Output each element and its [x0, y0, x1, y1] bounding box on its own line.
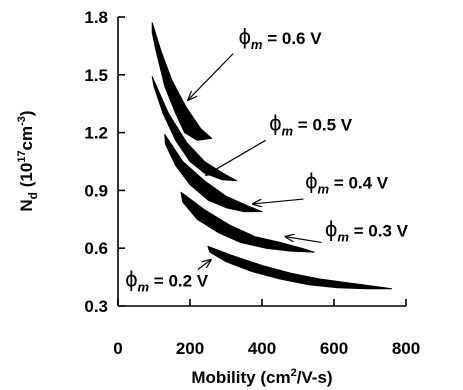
x-tick-label: 200 [176, 339, 204, 358]
annotation-arrow-0 [188, 53, 234, 100]
y-tick-label: 0.6 [84, 239, 108, 258]
x-axis-title: Mobility (cm2/V-s) [191, 367, 332, 387]
band-series-3 [180, 191, 315, 253]
band-series-4 [207, 245, 393, 290]
annotation-arrow-1 [206, 139, 266, 175]
y-axis-title: Nd (1017cm-3) [16, 110, 40, 211]
annotation-arrow-2 [253, 198, 304, 204]
annotations: ϕm = 0.6 V ϕm = 0.5 V ϕm = 0.4 V ϕm = 0.3 V… [125, 24, 408, 295]
x-tick-label: 800 [392, 339, 420, 358]
data-bands [151, 22, 393, 290]
y-tick-label: 0.3 [84, 297, 108, 316]
band-series-2 [164, 134, 263, 213]
x-tick-label: 600 [320, 339, 348, 358]
y-ticks: 0.3 0.6 0.9 1.2 1.5 1.8 [84, 8, 125, 316]
y-tick-label: 0.9 [84, 181, 108, 200]
y-tick-label: 1.5 [84, 66, 108, 85]
x-ticks: 0 200 400 600 800 [113, 299, 420, 358]
annotation-arrow-4 [197, 260, 211, 270]
annotation-label-4: ϕm = 0.2 V [125, 267, 209, 295]
annotation-label-2: ϕm = 0.4 V [305, 168, 389, 196]
band-series-0 [151, 22, 213, 141]
x-tick-label: 400 [248, 339, 276, 358]
x-tick-label: 0 [113, 339, 122, 358]
annotation-arrow-3 [285, 237, 322, 244]
band-series-1 [151, 76, 238, 182]
y-tick-label: 1.2 [84, 124, 108, 143]
annotation-label-0: ϕm = 0.6 V [239, 24, 323, 52]
annotation-label-3: ϕm = 0.3 V [325, 217, 409, 245]
y-tick-label: 1.8 [84, 8, 108, 27]
annotation-label-1: ϕm = 0.5 V [269, 111, 353, 139]
